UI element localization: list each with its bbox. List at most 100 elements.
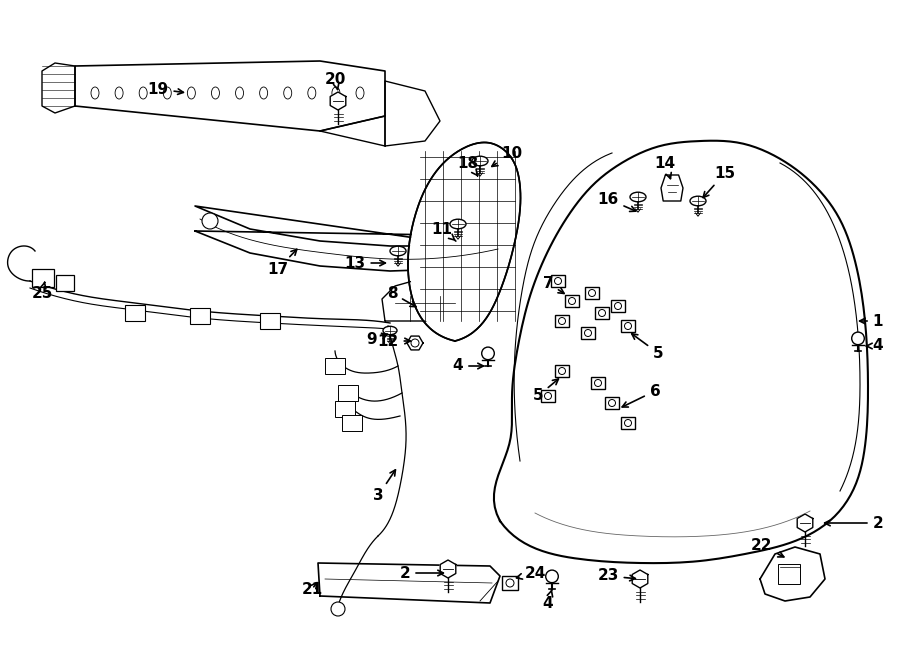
Ellipse shape	[630, 192, 646, 202]
Text: 2: 2	[400, 566, 444, 580]
Circle shape	[595, 379, 601, 387]
Bar	[335, 401, 355, 417]
Ellipse shape	[187, 87, 195, 99]
Text: 9: 9	[366, 332, 388, 346]
Ellipse shape	[163, 87, 171, 99]
Ellipse shape	[115, 87, 123, 99]
Bar	[778, 564, 800, 584]
Circle shape	[331, 602, 345, 616]
Bar	[591, 377, 605, 389]
Text: 4: 4	[867, 338, 883, 354]
Text: 14: 14	[654, 155, 676, 178]
Polygon shape	[75, 61, 385, 131]
Ellipse shape	[140, 87, 148, 99]
Circle shape	[851, 332, 864, 344]
Bar	[605, 397, 619, 409]
Bar	[342, 415, 362, 431]
Text: 20: 20	[324, 71, 346, 90]
Polygon shape	[385, 81, 440, 146]
Ellipse shape	[308, 87, 316, 99]
Bar	[125, 305, 145, 321]
Text: 5: 5	[632, 334, 663, 360]
Circle shape	[559, 317, 565, 325]
Text: 23: 23	[598, 568, 635, 584]
Ellipse shape	[259, 87, 267, 99]
Polygon shape	[318, 563, 500, 603]
Ellipse shape	[236, 87, 244, 99]
Polygon shape	[382, 279, 465, 321]
Bar	[585, 287, 599, 299]
Bar	[555, 365, 569, 377]
Bar	[611, 300, 625, 312]
Text: 19: 19	[148, 81, 184, 97]
Text: 4: 4	[453, 358, 483, 373]
Text: 24: 24	[517, 566, 545, 580]
Text: 1: 1	[860, 313, 883, 329]
Text: 16: 16	[598, 192, 635, 212]
Text: 3: 3	[373, 470, 395, 504]
Bar	[621, 417, 635, 429]
Ellipse shape	[212, 87, 220, 99]
Text: 12: 12	[377, 334, 410, 348]
Bar	[595, 307, 609, 319]
Polygon shape	[320, 116, 385, 146]
Bar	[56, 275, 74, 291]
Text: 7: 7	[543, 276, 564, 293]
Polygon shape	[195, 206, 505, 271]
Polygon shape	[408, 143, 520, 341]
Circle shape	[554, 278, 562, 284]
Bar	[551, 275, 565, 287]
Bar	[621, 320, 635, 332]
Polygon shape	[440, 560, 455, 578]
Ellipse shape	[91, 87, 99, 99]
Ellipse shape	[284, 87, 292, 99]
Circle shape	[545, 570, 558, 583]
Text: 5: 5	[533, 379, 558, 403]
Text: 25: 25	[32, 282, 53, 301]
Ellipse shape	[690, 196, 706, 206]
Circle shape	[615, 303, 622, 309]
Ellipse shape	[390, 246, 406, 256]
Polygon shape	[797, 514, 813, 532]
Ellipse shape	[450, 219, 466, 229]
Ellipse shape	[383, 327, 397, 334]
Polygon shape	[661, 175, 683, 201]
Circle shape	[559, 368, 565, 375]
Text: 13: 13	[345, 256, 385, 270]
Text: 21: 21	[302, 582, 322, 596]
Text: 10: 10	[492, 145, 523, 167]
Bar	[325, 358, 345, 374]
Polygon shape	[760, 547, 825, 601]
Polygon shape	[407, 336, 423, 350]
Text: 15: 15	[703, 165, 735, 198]
Circle shape	[506, 579, 514, 587]
Bar	[190, 308, 210, 324]
Polygon shape	[498, 141, 868, 563]
Bar	[502, 576, 518, 590]
Polygon shape	[632, 570, 648, 588]
Bar	[32, 269, 54, 287]
Bar	[260, 313, 280, 329]
Text: 18: 18	[457, 155, 479, 176]
Text: 4: 4	[543, 590, 553, 611]
Circle shape	[584, 329, 591, 336]
Ellipse shape	[332, 87, 340, 99]
Polygon shape	[330, 92, 346, 110]
Circle shape	[482, 347, 494, 360]
Bar	[555, 315, 569, 327]
Ellipse shape	[472, 156, 488, 166]
Circle shape	[625, 420, 632, 426]
Bar	[338, 385, 358, 401]
Circle shape	[544, 393, 552, 399]
Circle shape	[202, 213, 218, 229]
Ellipse shape	[356, 87, 364, 99]
Bar	[565, 295, 579, 307]
Text: 6: 6	[622, 383, 661, 407]
Bar	[581, 327, 595, 339]
Text: 17: 17	[267, 249, 297, 276]
Circle shape	[589, 290, 596, 297]
Bar	[541, 390, 555, 402]
Text: 2: 2	[824, 516, 884, 531]
Text: 11: 11	[431, 221, 455, 241]
Circle shape	[608, 399, 616, 407]
